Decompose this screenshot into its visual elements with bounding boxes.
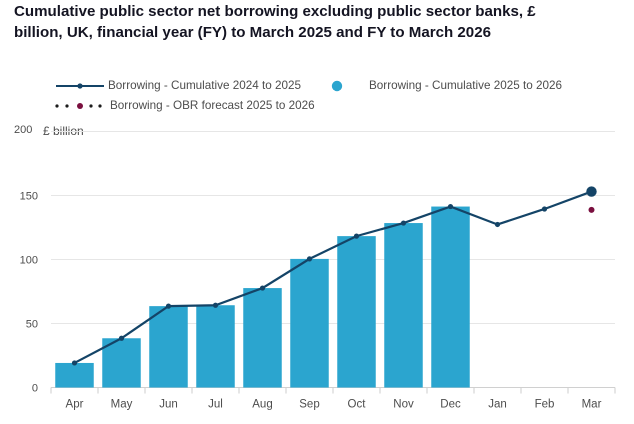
svg-text:May: May <box>111 399 133 411</box>
svg-text:Nov: Nov <box>393 399 414 411</box>
svg-text:Mar: Mar <box>582 399 602 411</box>
svg-text:Dec: Dec <box>440 399 461 411</box>
svg-text:Feb: Feb <box>535 399 555 411</box>
svg-text:0: 0 <box>32 383 38 395</box>
svg-text:Sep: Sep <box>299 399 319 411</box>
svg-text:100: 100 <box>20 255 38 267</box>
svg-text:Apr: Apr <box>66 399 84 411</box>
svg-text:150: 150 <box>20 191 38 203</box>
svg-text:Jul: Jul <box>208 399 223 411</box>
svg-text:Aug: Aug <box>252 399 272 411</box>
svg-text:50: 50 <box>26 319 38 331</box>
svg-text:Jan: Jan <box>488 399 507 411</box>
svg-text:Oct: Oct <box>348 399 367 411</box>
svg-text:Jun: Jun <box>159 399 178 411</box>
